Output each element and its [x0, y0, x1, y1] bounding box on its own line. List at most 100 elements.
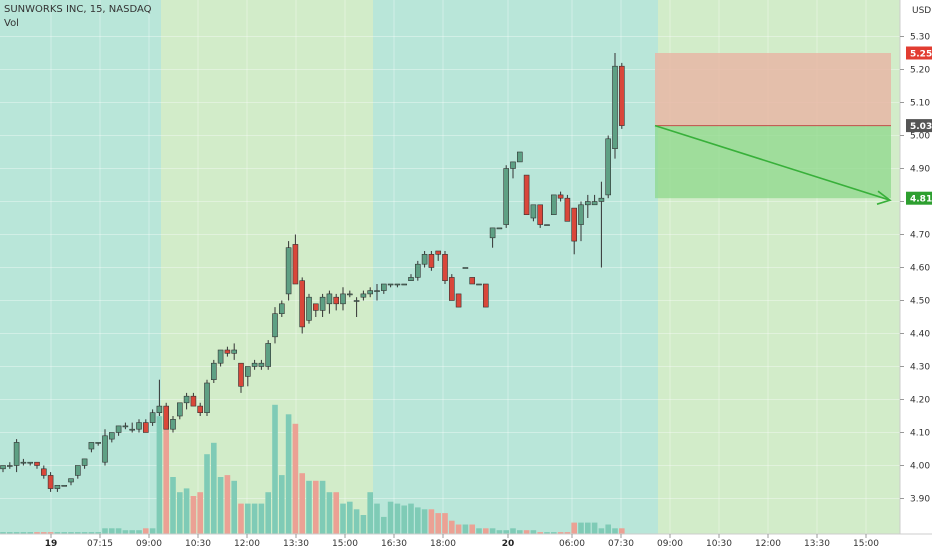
- price-tick-label: 4.60: [910, 264, 930, 274]
- candle-body: [544, 224, 550, 226]
- volume-bar: [523, 530, 530, 534]
- candle-body: [537, 204, 544, 225]
- candle: [258, 359, 265, 370]
- candle: [245, 366, 251, 387]
- candle: [217, 349, 224, 367]
- candle: [34, 461, 40, 469]
- candle-body: [258, 362, 265, 367]
- candle: [170, 416, 176, 433]
- candle-body: [143, 422, 149, 433]
- candle: [75, 465, 81, 479]
- volume-bar: [489, 528, 496, 534]
- candle-body: [476, 283, 482, 286]
- volume-bar: [183, 488, 190, 534]
- volume-bar: [313, 480, 319, 534]
- volume-bar: [299, 473, 305, 534]
- candle-body: [54, 484, 61, 489]
- candle: [489, 227, 496, 248]
- volume-bar: [557, 532, 564, 534]
- candle-body: [442, 254, 448, 282]
- volume-bar: [61, 532, 67, 534]
- candle: [299, 277, 306, 334]
- time-tick-label: 09:00: [657, 539, 683, 549]
- time-axis: [0, 534, 932, 550]
- candle: [523, 174, 530, 216]
- candle: [387, 283, 394, 288]
- candle: [285, 241, 292, 301]
- price-label-text: 5.25: [910, 50, 932, 60]
- time-tick-label: 12:00: [234, 539, 260, 549]
- candle-body: [197, 405, 203, 414]
- candle-body: [27, 461, 34, 464]
- candle: [95, 442, 101, 446]
- volume-bar: [381, 516, 387, 534]
- candle-body: [170, 418, 176, 430]
- volume-bar: [177, 492, 183, 534]
- price-tick-label: 4.50: [910, 297, 930, 307]
- candle: [550, 194, 557, 215]
- candle-body: [95, 442, 101, 444]
- candle: [516, 151, 523, 163]
- volume-bar: [149, 528, 156, 534]
- candle-body: [401, 283, 408, 286]
- candle-body: [7, 465, 13, 467]
- candle-body: [20, 461, 27, 464]
- candle: [394, 283, 401, 288]
- price-tick-label: 4.30: [910, 363, 930, 373]
- candle-body: [489, 227, 496, 239]
- price-tick-label: 5.00: [910, 132, 930, 142]
- candle: [238, 362, 244, 393]
- volume-bar: [605, 524, 611, 534]
- candle-body: [285, 247, 292, 295]
- volume-bar: [326, 492, 333, 534]
- volume-bar: [551, 532, 557, 534]
- target-price-label: 4.81: [906, 191, 932, 205]
- chart-title: SUNWORKS INC, 15, NASDAQ: [4, 4, 152, 15]
- candle: [251, 359, 258, 370]
- price-label-box: [906, 46, 932, 60]
- volume-bar: [469, 524, 475, 534]
- volume-bar: [394, 503, 401, 534]
- candle-body: [312, 303, 319, 311]
- arrow-head: [876, 190, 892, 205]
- volume-bar: [578, 522, 584, 534]
- time-tick-label: 13:30: [283, 539, 309, 549]
- volume-bar: [54, 532, 61, 534]
- candle-body: [496, 227, 503, 230]
- volume-bar: [564, 532, 571, 534]
- candle-body: [326, 293, 333, 305]
- price-tick-label: 4.20: [910, 396, 930, 406]
- candle-body: [40, 468, 47, 476]
- volume-bar: [598, 528, 605, 534]
- candle-body: [394, 283, 401, 286]
- volume-bar: [68, 532, 74, 534]
- candle: [353, 297, 360, 317]
- volume-bar: [285, 414, 292, 534]
- volume-bar: [503, 530, 509, 534]
- candle: [591, 194, 598, 206]
- candle: [367, 287, 374, 298]
- price-tick-label: 5.30: [910, 33, 930, 43]
- candle: [13, 439, 20, 473]
- candle: [156, 379, 163, 416]
- price-label-box: [906, 191, 932, 205]
- candle: [190, 392, 197, 407]
- candle: [143, 419, 149, 433]
- volume-bar: [421, 509, 428, 534]
- candle-body: [510, 161, 516, 169]
- volume-bar: [435, 513, 441, 534]
- candle: [211, 359, 217, 383]
- candle: [136, 419, 142, 433]
- candle-body: [251, 362, 258, 367]
- volume-bar: [7, 532, 13, 534]
- candle-body: [177, 402, 183, 417]
- volume-bar: [122, 530, 129, 534]
- price-tick-label: 4.00: [910, 462, 930, 472]
- candle-body: [435, 250, 442, 255]
- candle-body: [571, 207, 578, 242]
- volume-bar: [143, 528, 149, 534]
- candle: [537, 204, 544, 228]
- time-tick-label: 10:30: [185, 539, 211, 549]
- volume-bar: [81, 532, 88, 534]
